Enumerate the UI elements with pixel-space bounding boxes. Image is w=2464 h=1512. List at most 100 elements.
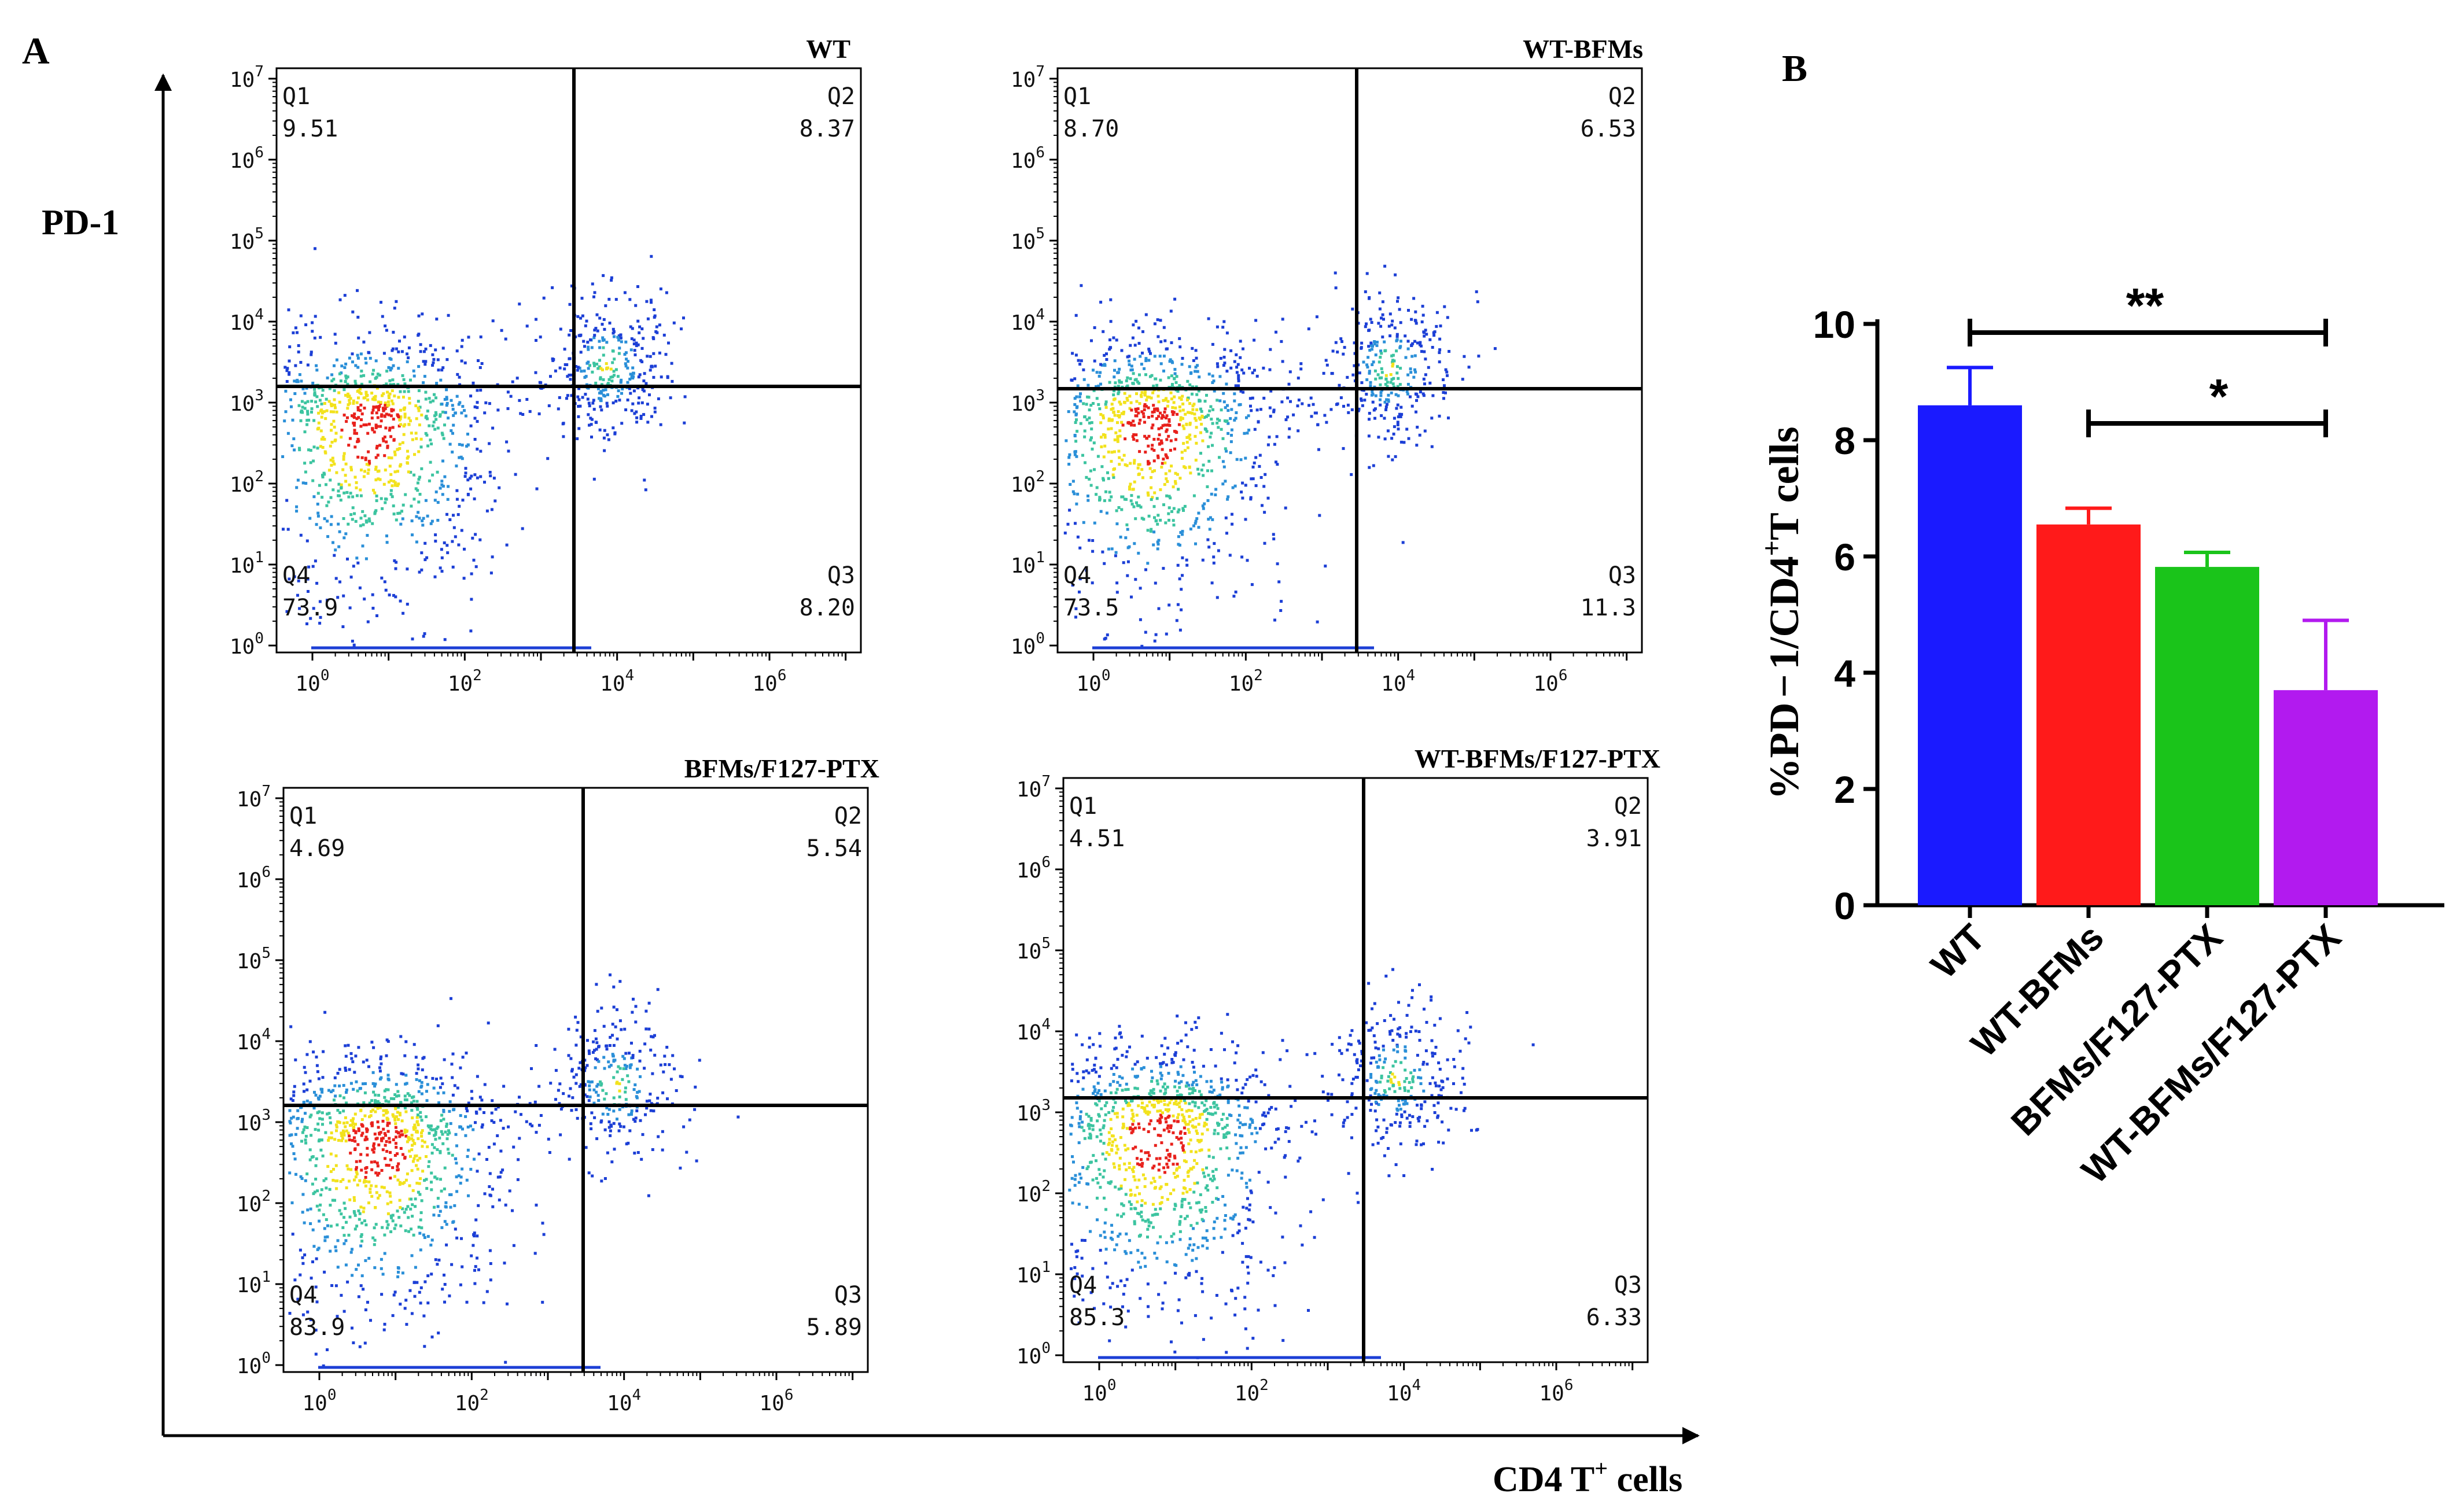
flow-event	[1384, 378, 1388, 381]
flow-event	[1142, 415, 1146, 418]
flow-event	[395, 1146, 398, 1149]
flow-event	[1133, 1086, 1137, 1090]
flow-event	[386, 446, 389, 449]
flow-event	[365, 1059, 369, 1062]
flow-event	[420, 551, 423, 555]
flow-event	[565, 397, 568, 400]
flow-event	[1339, 396, 1343, 400]
flow-event	[439, 1178, 442, 1181]
flow-event	[349, 466, 353, 469]
flow-event	[576, 1021, 580, 1024]
flow-event	[1106, 633, 1109, 637]
flow-event	[349, 576, 353, 579]
flow-event	[290, 1201, 294, 1204]
flow-event	[614, 298, 618, 301]
flow-event	[445, 1243, 448, 1247]
flow-event	[530, 1067, 533, 1070]
flow-event	[399, 1303, 402, 1306]
flow-event	[442, 1118, 445, 1121]
flow-event	[585, 1064, 589, 1067]
flow-event	[1136, 504, 1139, 507]
flow-event	[1089, 1291, 1093, 1295]
y-tick-base: 10	[237, 1031, 261, 1054]
flow-event	[588, 423, 591, 427]
flow-event	[311, 330, 314, 333]
flow-event	[1185, 423, 1188, 426]
flow-event	[443, 1166, 447, 1170]
flow-event	[1312, 403, 1315, 406]
flow-event	[1161, 462, 1164, 465]
flow-event	[323, 450, 327, 453]
flow-event	[1116, 435, 1119, 438]
flow-event	[404, 493, 407, 496]
flow-event	[398, 447, 402, 450]
flow-event	[1099, 300, 1103, 304]
flow-event	[1111, 1134, 1115, 1138]
flow-event	[361, 544, 364, 548]
flow-event	[1371, 400, 1375, 404]
flow-event	[1346, 375, 1349, 379]
flow-event	[1202, 1064, 1205, 1068]
flow-event	[632, 1118, 635, 1121]
flow-event	[416, 489, 419, 492]
flow-event	[1098, 496, 1102, 499]
flow-event	[319, 1148, 323, 1152]
flow-event	[612, 370, 616, 373]
flow-event	[1155, 1157, 1158, 1160]
flow-event	[363, 470, 366, 473]
flow-event	[385, 440, 388, 444]
flow-event	[1152, 438, 1156, 441]
flow-event	[643, 1042, 647, 1046]
flow-event	[1108, 381, 1111, 384]
flow-event	[1244, 456, 1247, 460]
flow-event	[377, 1126, 380, 1129]
flow-event	[395, 560, 398, 564]
flow-event	[293, 575, 296, 578]
flow-event	[1375, 344, 1379, 347]
flow-event	[357, 1209, 360, 1212]
flow-event	[393, 453, 397, 456]
flow-event	[1102, 455, 1106, 459]
flow-event	[428, 1126, 431, 1129]
flow-event	[1317, 448, 1320, 451]
flow-event	[378, 444, 382, 447]
flow-event	[1112, 1064, 1115, 1067]
flow-event	[385, 497, 388, 501]
flow-event	[411, 1215, 414, 1218]
flow-event	[426, 514, 429, 518]
flow-event	[606, 393, 609, 396]
flow-event	[1067, 463, 1071, 466]
flow-event	[1135, 1113, 1139, 1117]
flow-event	[386, 1088, 390, 1091]
flow-event	[299, 314, 303, 318]
flow-event	[1395, 335, 1399, 338]
flow-event	[452, 414, 455, 417]
flow-event	[1130, 364, 1133, 368]
flow-event	[366, 620, 370, 624]
flow-event	[1180, 1203, 1184, 1207]
flow-event	[385, 412, 388, 416]
flow-event	[613, 374, 616, 377]
flow-event	[334, 1164, 338, 1167]
flow-event	[399, 1181, 402, 1184]
flow-event	[439, 486, 442, 490]
flow-event	[1374, 394, 1378, 397]
flow-event	[1376, 341, 1379, 344]
flow-event	[380, 497, 383, 500]
flow-event	[388, 1191, 392, 1194]
flow-event	[1137, 422, 1141, 425]
flow-event	[364, 362, 368, 365]
flow-event	[381, 394, 384, 397]
flow-event	[1221, 1086, 1224, 1089]
flow-event	[487, 1146, 491, 1149]
flow-event	[593, 364, 596, 367]
flow-event	[354, 364, 358, 367]
flow-event	[1148, 375, 1152, 378]
flow-event	[417, 1137, 420, 1141]
flow-event	[1422, 1089, 1426, 1093]
flow-event	[612, 331, 615, 335]
flow-event	[1121, 1053, 1124, 1057]
flow-event	[506, 390, 510, 394]
flow-event	[1446, 1058, 1449, 1061]
flow-event	[1438, 1068, 1442, 1071]
